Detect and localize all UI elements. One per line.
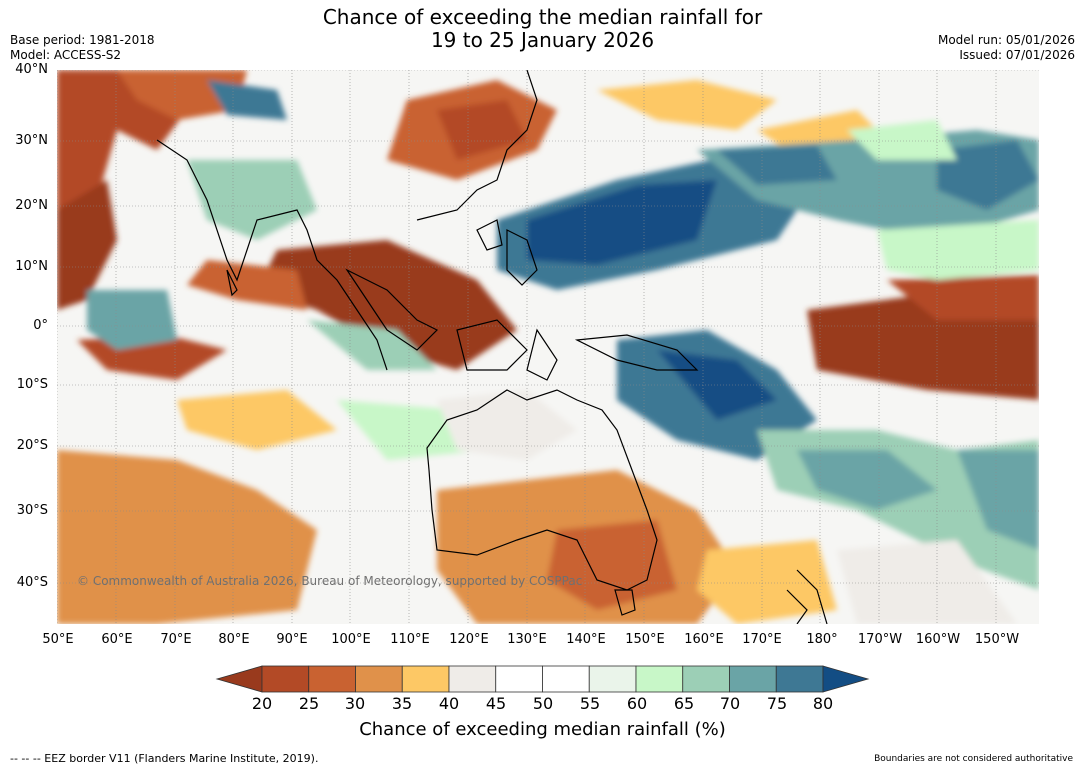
colorbar-cell xyxy=(729,665,777,693)
colorbar-tick: 50 xyxy=(532,694,554,713)
lat-label: 10°S xyxy=(16,377,48,392)
colorbar-cell xyxy=(635,665,684,693)
colorbar-tick: 40 xyxy=(438,694,460,713)
colorbar-cell xyxy=(542,665,590,693)
colorbar-cell xyxy=(682,665,730,693)
lat-label: 20°S xyxy=(16,438,48,453)
coastlines xyxy=(156,70,828,624)
copyright-notice: © Commonwealth of Australia 2026, Bureau… xyxy=(77,574,583,588)
colorbar xyxy=(215,665,870,693)
colorbar-tick: 55 xyxy=(579,694,601,713)
lon-label: 150°W xyxy=(974,632,1020,647)
colorbar-tick: 60 xyxy=(626,694,648,713)
colorbar-cell xyxy=(588,665,637,693)
lon-label: 140°E xyxy=(566,632,606,647)
map-title: Chance of exceeding the median rainfall … xyxy=(322,5,763,29)
issued-date: Issued: 07/01/2026 xyxy=(959,48,1075,62)
lon-label: 60°E xyxy=(101,632,133,647)
lat-label: 30°S xyxy=(16,503,48,518)
lon-label: 180° xyxy=(806,632,838,647)
lon-label: 150°E xyxy=(625,632,665,647)
graticule xyxy=(57,70,1039,624)
rainfall-probability-map xyxy=(57,70,1039,624)
colorbar-tick: 25 xyxy=(298,694,320,713)
colorbar-under-triangle xyxy=(215,665,263,693)
lon-label: 160°E xyxy=(684,632,724,647)
probability-field xyxy=(57,70,1039,624)
lon-label: 130°E xyxy=(507,632,547,647)
colorbar-tick: 80 xyxy=(812,694,834,713)
lon-label: 70°E xyxy=(160,632,192,647)
lon-label: 100°E xyxy=(331,632,371,647)
colorbar-tick: 70 xyxy=(719,694,741,713)
colorbar-tick: 20 xyxy=(251,694,273,713)
colorbar-cell xyxy=(775,665,824,693)
lon-label: 170°E xyxy=(742,632,782,647)
colorbar-tick: 65 xyxy=(673,694,695,713)
lon-label: 170°W xyxy=(857,632,903,647)
colorbar-over-triangle xyxy=(822,665,870,693)
colorbar-tick: 30 xyxy=(344,694,366,713)
lat-label: 0° xyxy=(33,318,48,333)
lat-label: 10°N xyxy=(15,259,48,274)
lon-label: 90°E xyxy=(276,632,308,647)
colorbar-cell xyxy=(401,665,450,693)
model-run: Model run: 05/01/2026 xyxy=(937,33,1075,47)
lat-label: 40°N xyxy=(15,62,48,77)
lon-label: 50°E xyxy=(42,632,74,647)
lon-label: 110°E xyxy=(390,632,430,647)
eez-border-note: -- -- -- EEZ border V11 (Flanders Marine… xyxy=(10,752,319,765)
colorbar-cell xyxy=(495,665,543,693)
boundaries-disclaimer: Boundaries are not considered authoritat… xyxy=(874,754,1073,764)
map-period: 19 to 25 January 2026 xyxy=(430,28,655,52)
colorbar-tick: 75 xyxy=(766,694,788,713)
lat-label: 20°N xyxy=(15,198,48,213)
base-period: Base period: 1981-2018 xyxy=(10,33,155,47)
colorbar-cell xyxy=(261,665,310,693)
colorbar-cell xyxy=(308,665,356,693)
colorbar-cell xyxy=(448,665,497,693)
model-name: Model: ACCESS-S2 xyxy=(10,48,122,62)
colorbar-tick: 45 xyxy=(485,694,507,713)
lon-label: 80°E xyxy=(218,632,250,647)
lon-label: 160°W xyxy=(915,632,961,647)
lat-label: 30°N xyxy=(15,133,48,148)
lon-label: 120°E xyxy=(449,632,489,647)
colorbar-cell xyxy=(355,665,403,693)
colorbar-title: Chance of exceeding median rainfall (%) xyxy=(359,719,726,740)
colorbar-tick: 35 xyxy=(391,694,413,713)
lat-label: 40°S xyxy=(16,575,48,590)
